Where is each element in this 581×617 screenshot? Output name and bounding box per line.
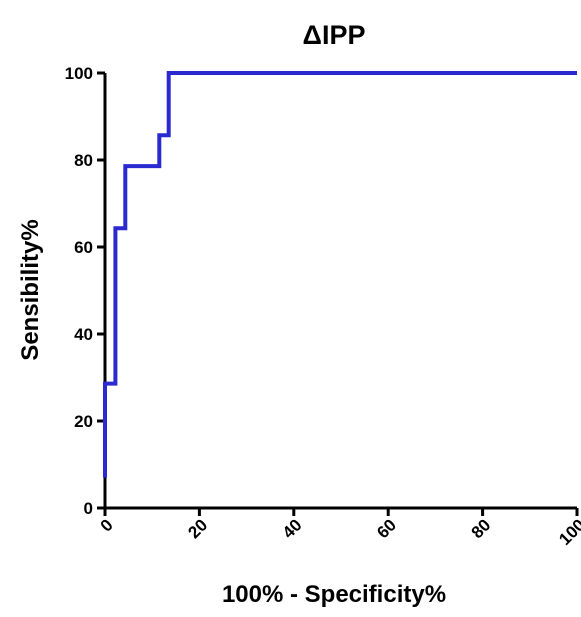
y-tick-label: 20 (74, 412, 93, 431)
y-tick-label: 100 (65, 64, 93, 83)
roc-curve-line (103, 71, 577, 478)
y-tick-label: 60 (74, 238, 93, 257)
x-tick-label: 0 (97, 515, 117, 535)
x-tick-label: 40 (279, 515, 306, 542)
y-tick-label: 80 (74, 151, 93, 170)
x-tick-label: 80 (468, 515, 495, 542)
y-axis-label: Sensibility% (17, 219, 44, 360)
y-tick-label: 0 (84, 499, 93, 518)
y-tick-label: 40 (74, 325, 93, 344)
plot-area: 0 20 40 60 80 100 0 20 40 60 80 100 (65, 64, 581, 549)
x-axis-label: 100% - Specificity% (222, 581, 446, 608)
chart-title: ΔIPP (303, 20, 366, 50)
x-tick-label: 20 (184, 515, 211, 542)
x-tick-label: 100 (555, 515, 581, 548)
x-tick-label: 60 (373, 515, 400, 542)
